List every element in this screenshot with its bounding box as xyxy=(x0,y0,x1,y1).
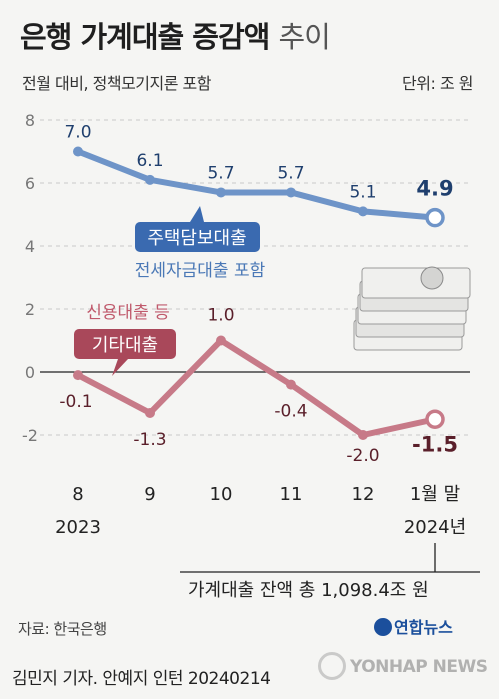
money-stack-icon xyxy=(353,266,471,351)
data-point xyxy=(216,187,226,198)
legend-pointer-other xyxy=(112,359,128,376)
title-main: 은행 가계대출 증감액 xyxy=(20,20,270,54)
x-tick-label: 12 xyxy=(352,484,375,505)
subtitle: 전월 대비, 정책모기지론 포함 xyxy=(22,74,211,93)
data-point xyxy=(73,146,83,157)
data-point xyxy=(145,174,155,185)
data-point xyxy=(358,206,368,217)
data-point xyxy=(286,187,296,198)
value-label-mortgage: 6.1 xyxy=(136,151,163,171)
value-label-mortgage: 5.1 xyxy=(349,182,376,202)
x-tick-label: 8 xyxy=(72,484,83,505)
x-tick-label: 10 xyxy=(210,484,233,505)
value-label-other: -0.1 xyxy=(59,392,92,412)
legend-note-mortgage: 전세자금대출 포함 xyxy=(135,261,266,281)
value-label-mortgage: 4.9 xyxy=(416,177,453,201)
data-point xyxy=(358,430,368,440)
data-point-latest xyxy=(425,409,445,429)
yonhap-logo: 연합뉴스 xyxy=(374,614,453,638)
money-bill xyxy=(361,267,471,299)
page-title: 은행 가계대출 증감액 추이 xyxy=(20,14,331,56)
title-light: 추이 xyxy=(278,20,330,54)
x-tick-label: 11 xyxy=(280,484,303,505)
watermark-text: YONHAP NEWS xyxy=(350,657,488,677)
value-label-mortgage: 5.7 xyxy=(277,163,304,183)
data-point xyxy=(216,335,226,346)
series-line-other xyxy=(76,337,436,438)
value-label-other: -0.4 xyxy=(274,402,307,422)
legend-label-other: 기타대출 xyxy=(92,335,158,356)
x-tick-label: 1월 말 xyxy=(410,484,460,505)
series-line-mortgage xyxy=(76,148,436,221)
data-point xyxy=(73,370,83,381)
credit-text: 김민지 기자. 안예지 인턴 20240214 xyxy=(12,669,271,689)
value-label-other: -1.3 xyxy=(133,430,166,450)
legend-box-mortgage xyxy=(135,222,260,252)
legend-pointer-mortgage xyxy=(190,206,204,222)
x-year-label: 2023 xyxy=(55,517,101,538)
value-label-other: 1.0 xyxy=(207,306,234,326)
y-tick-label: 6 xyxy=(25,174,35,193)
y-tick-label: 4 xyxy=(25,237,35,256)
legend-note-other: 신용대출 등 xyxy=(86,303,170,323)
source-text: 자료: 한국은행 xyxy=(18,620,107,638)
value-label-other: -2.0 xyxy=(346,446,379,466)
x-year-label: 2024년 xyxy=(404,517,466,538)
data-point xyxy=(145,407,155,418)
value-label-other: -1.5 xyxy=(412,432,458,456)
y-tick-label: 0 xyxy=(25,363,35,382)
money-bill-portrait xyxy=(420,266,444,290)
logo-text: 연합뉴스 xyxy=(394,618,453,637)
legend-box-other xyxy=(74,329,176,359)
y-tick-label: 2 xyxy=(25,300,35,319)
watermark: YONHAP NEWS xyxy=(318,652,488,680)
data-point-latest xyxy=(425,207,445,228)
x-tick-label: 9 xyxy=(144,484,155,505)
watermark-icon xyxy=(318,652,346,680)
unit-label: 단위: 조 원 xyxy=(402,74,473,93)
value-label-mortgage: 7.0 xyxy=(64,123,91,143)
annotation-text: 가계대출 잔액 총 1,098.4조 원 xyxy=(188,580,429,601)
y-tick-label: -2 xyxy=(22,426,38,445)
data-point xyxy=(286,379,296,390)
legend-label-mortgage: 주택담보대출 xyxy=(147,228,246,249)
y-tick-label: 8 xyxy=(25,111,35,130)
yonhap-logo-icon xyxy=(374,618,392,636)
value-label-mortgage: 5.7 xyxy=(207,163,234,183)
